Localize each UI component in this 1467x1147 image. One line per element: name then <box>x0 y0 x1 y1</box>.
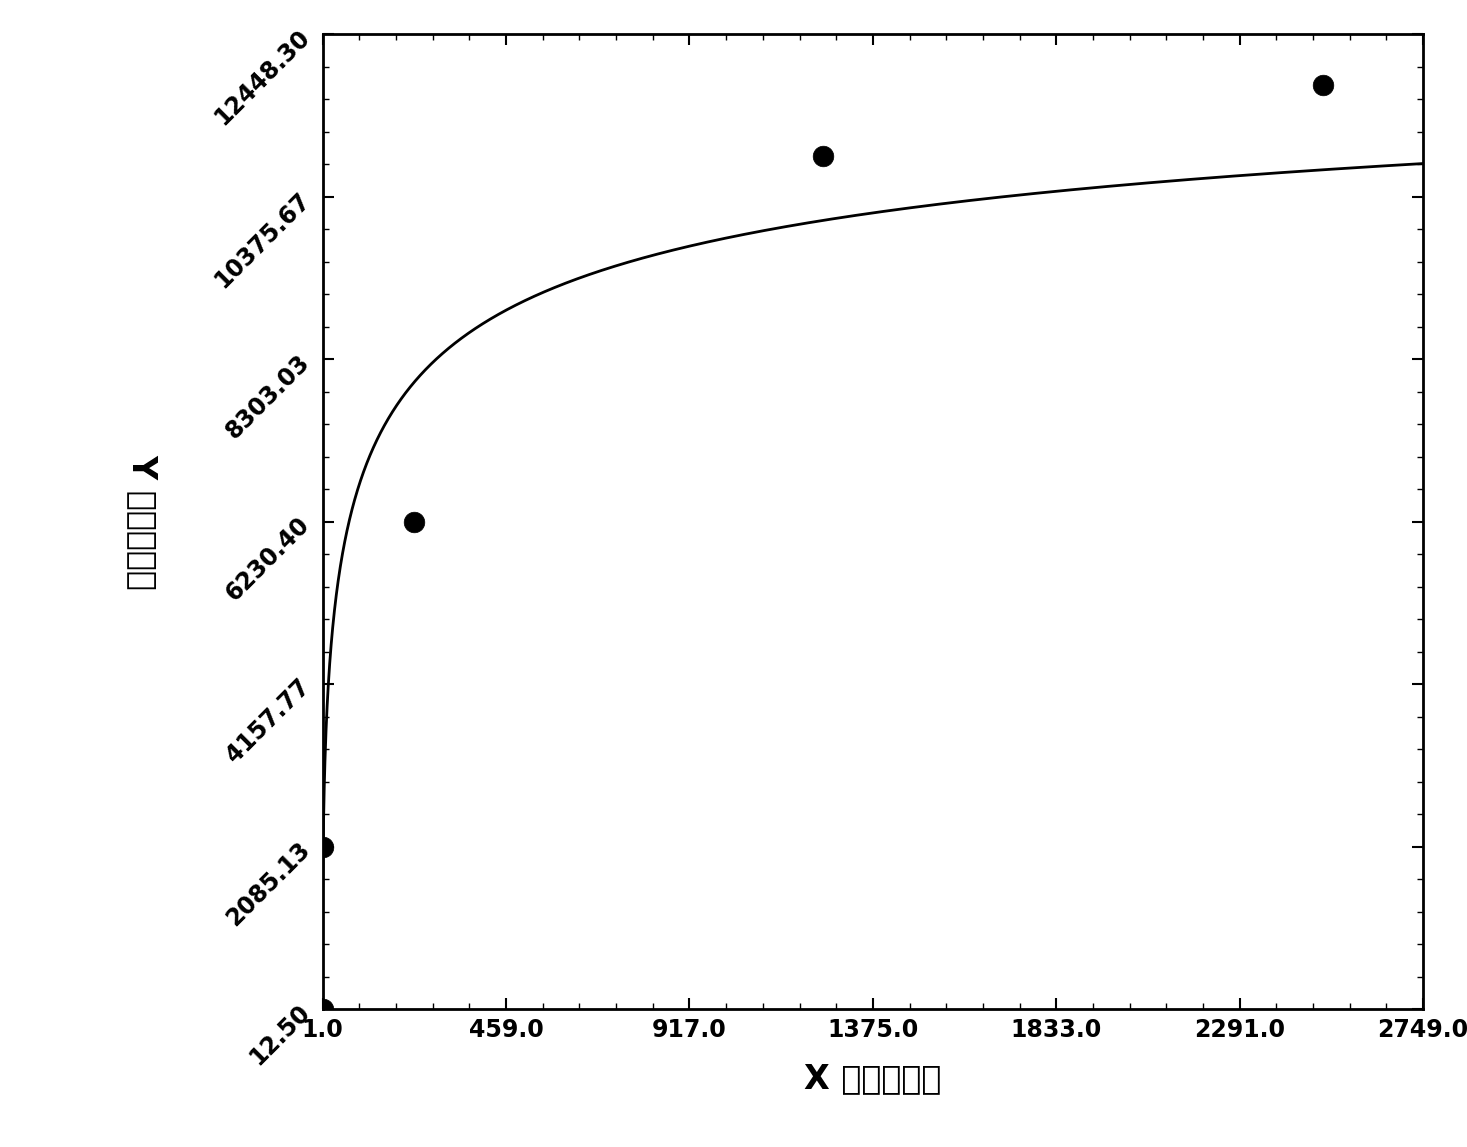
Point <box>311 1000 334 1019</box>
Point <box>811 147 835 165</box>
Point <box>311 837 334 856</box>
Y-axis label: Y 轴（单位）: Y 轴（单位） <box>126 454 160 590</box>
Point <box>402 513 427 531</box>
Point <box>1311 76 1335 94</box>
X-axis label: X 轴（单位）: X 轴（单位） <box>804 1062 942 1095</box>
